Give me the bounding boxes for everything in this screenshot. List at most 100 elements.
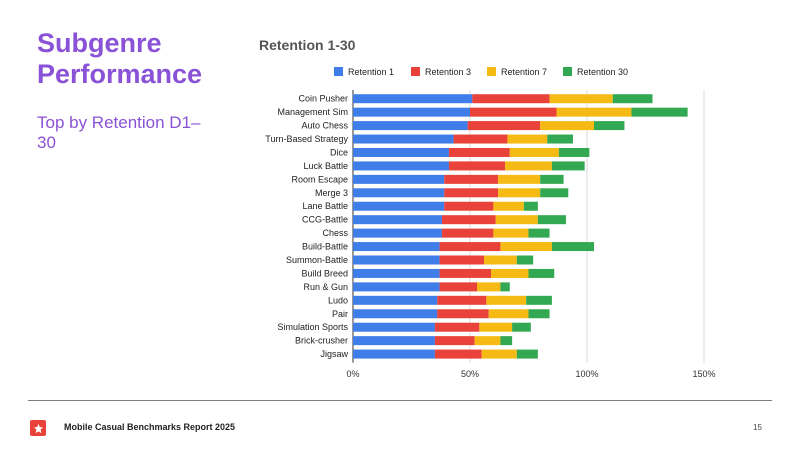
legend-swatch-retention-7 xyxy=(487,67,496,76)
footer-divider xyxy=(28,400,772,401)
category-label: Coin Pusher xyxy=(298,94,348,104)
bar-lane-battle-retention-1 xyxy=(353,201,445,211)
bar-management-sim-retention-3 xyxy=(470,107,557,117)
bar-simulation-sports-retention-1 xyxy=(353,322,435,332)
bar-summon-battle-retention-1 xyxy=(353,255,440,265)
bar-ludo-retention-7 xyxy=(486,295,527,305)
x-axis-ticks: 0% 50% 100% 150% xyxy=(346,369,715,379)
legend-label-retention-1: Retention 1 xyxy=(348,67,394,77)
category-label: Simulation Sports xyxy=(277,322,348,332)
category-label: Run & Gun xyxy=(303,282,348,292)
legend-swatch-retention-30 xyxy=(563,67,572,76)
bar-room-escape-retention-30 xyxy=(540,174,564,184)
bar-dice-retention-3 xyxy=(448,147,510,157)
bar-build-breed-retention-1 xyxy=(353,268,440,278)
bar-merge-3-retention-30 xyxy=(540,188,569,198)
bar-lane-battle-retention-30 xyxy=(523,201,538,211)
bar-run-gun-retention-7 xyxy=(477,282,501,292)
chart-bars xyxy=(353,94,688,359)
category-label: Auto Chess xyxy=(301,121,348,131)
category-label: Chess xyxy=(322,228,348,238)
bar-turn-based-strategy-retention-3 xyxy=(453,134,508,144)
bar-run-gun-retention-30 xyxy=(500,282,510,292)
bar-ccg-battle-retention-30 xyxy=(537,215,566,225)
bar-lane-battle-retention-3 xyxy=(444,201,494,211)
bar-jigsaw-retention-1 xyxy=(353,349,435,359)
bar-brick-crusher-retention-3 xyxy=(434,336,475,346)
category-label: Build-Battle xyxy=(302,242,348,252)
bar-summon-battle-retention-30 xyxy=(516,255,534,265)
bar-chess-retention-30 xyxy=(528,228,550,238)
category-label: Room Escape xyxy=(291,174,348,184)
bar-management-sim-retention-1 xyxy=(353,107,470,117)
category-label: Management Sim xyxy=(277,107,348,117)
category-label: Ludo xyxy=(328,295,348,305)
retention-chart: Retention 1-30 Retention 1 Retention 3 Ret… xyxy=(259,37,716,379)
bar-ccg-battle-retention-7 xyxy=(495,215,538,225)
bar-luck-battle-retention-7 xyxy=(505,161,552,171)
bar-dice-retention-7 xyxy=(509,147,559,157)
category-label: Luck Battle xyxy=(303,161,348,171)
category-label: Dice xyxy=(330,147,348,157)
bar-ludo-retention-3 xyxy=(437,295,487,305)
category-label: Jigsaw xyxy=(320,349,348,359)
bar-build-breed-retention-7 xyxy=(491,268,529,278)
bar-luck-battle-retention-30 xyxy=(551,161,585,171)
bar-build-breed-retention-3 xyxy=(439,268,492,278)
category-label: Lane Battle xyxy=(302,201,348,211)
bar-pair-retention-1 xyxy=(353,309,438,319)
bar-pair-retention-7 xyxy=(488,309,529,319)
bar-management-sim-retention-7 xyxy=(556,107,632,117)
bar-jigsaw-retention-30 xyxy=(516,349,538,359)
bar-chess-retention-1 xyxy=(353,228,442,238)
bar-pair-retention-3 xyxy=(437,309,489,319)
star-icon xyxy=(30,420,46,436)
bar-room-escape-retention-1 xyxy=(353,174,445,184)
category-label: CCG-Battle xyxy=(302,215,348,225)
bar-room-escape-retention-3 xyxy=(444,174,499,184)
bar-summon-battle-retention-7 xyxy=(484,255,517,265)
category-label: Summon-Battle xyxy=(286,255,348,265)
bar-simulation-sports-retention-30 xyxy=(512,322,531,332)
bar-dice-retention-1 xyxy=(353,147,449,157)
bar-merge-3-retention-7 xyxy=(498,188,541,198)
bar-build-battle-retention-30 xyxy=(551,242,595,252)
bar-merge-3-retention-1 xyxy=(353,188,445,198)
bar-luck-battle-retention-3 xyxy=(448,161,506,171)
category-label: Pair xyxy=(332,309,348,319)
bar-build-battle-retention-3 xyxy=(439,242,501,252)
category-label: Brick-crusher xyxy=(295,336,348,346)
bar-turn-based-strategy-retention-1 xyxy=(353,134,454,144)
bar-turn-based-strategy-retention-30 xyxy=(547,134,573,144)
bar-coin-pusher-retention-7 xyxy=(549,94,613,104)
chart-legend: Retention 1 Retention 3 Retention 7 Retenti… xyxy=(334,67,628,77)
bar-luck-battle-retention-1 xyxy=(353,161,449,171)
bar-ccg-battle-retention-1 xyxy=(353,215,442,225)
category-label: Merge 3 xyxy=(315,188,348,198)
x-tick-label: 50% xyxy=(461,369,479,379)
bar-ludo-retention-1 xyxy=(353,295,438,305)
bar-auto-chess-retention-30 xyxy=(594,121,625,131)
category-label: Turn-Based Strategy xyxy=(265,134,348,144)
bar-room-escape-retention-7 xyxy=(498,174,541,184)
bar-dice-retention-30 xyxy=(558,147,590,157)
bar-auto-chess-retention-7 xyxy=(540,121,595,131)
bar-merge-3-retention-3 xyxy=(444,188,499,198)
category-label: Build Breed xyxy=(301,268,348,278)
x-tick-label: 100% xyxy=(575,369,598,379)
bar-jigsaw-retention-7 xyxy=(481,349,517,359)
chart-grid xyxy=(352,90,705,363)
bar-coin-pusher-retention-3 xyxy=(472,94,550,104)
bar-brick-crusher-retention-7 xyxy=(474,336,501,346)
legend-label-retention-3: Retention 3 xyxy=(425,67,471,77)
page-number: 15 xyxy=(753,423,762,432)
bar-turn-based-strategy-retention-7 xyxy=(507,134,548,144)
bar-management-sim-retention-30 xyxy=(631,107,688,117)
bar-build-breed-retention-30 xyxy=(528,268,555,278)
bar-chess-retention-7 xyxy=(493,228,529,238)
bar-simulation-sports-retention-3 xyxy=(434,322,480,332)
bar-brick-crusher-retention-30 xyxy=(500,336,513,346)
slide-subtitle: Top by Retention D1–30 xyxy=(37,113,201,152)
bar-run-gun-retention-1 xyxy=(353,282,440,292)
bar-auto-chess-retention-3 xyxy=(467,121,541,131)
